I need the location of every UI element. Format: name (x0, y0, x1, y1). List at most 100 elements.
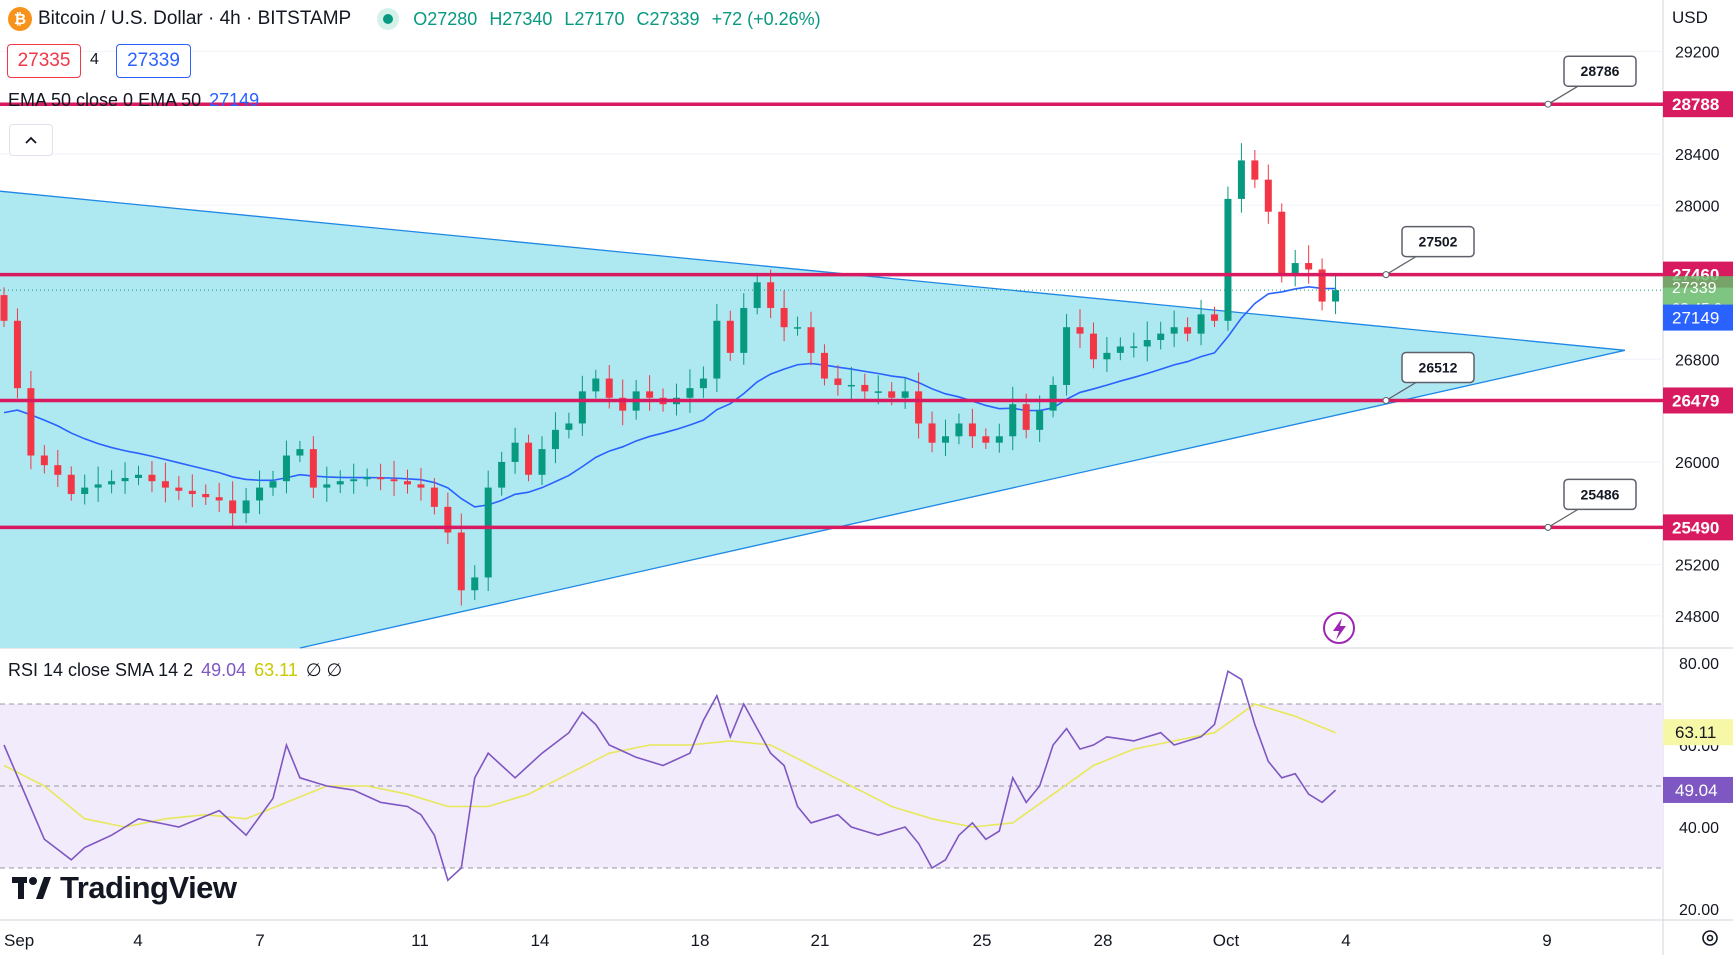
ohlc-close: C27339 (636, 8, 700, 29)
candle-body (484, 487, 492, 578)
candle-body (1063, 327, 1071, 385)
candle-body (874, 391, 882, 393)
buy-price-button[interactable]: 27339 (116, 44, 191, 78)
time-axis-tick: 21 (811, 931, 830, 950)
price-axis-tick: 26000 (1675, 455, 1720, 472)
candle-body (915, 391, 923, 424)
candle-body (417, 484, 425, 488)
candle-body (67, 474, 75, 495)
ema-legend[interactable]: EMA 50 close 0 EMA 50 27149 (8, 90, 259, 111)
candle-body (161, 481, 169, 488)
candle-body (27, 388, 35, 456)
price-axis-tick: 25200 (1675, 558, 1720, 575)
price-axis-tick: 28000 (1675, 198, 1720, 215)
market-status-icon[interactable] (377, 8, 400, 30)
price-axis-panel (1663, 0, 1733, 955)
candle-body (942, 436, 949, 443)
rsi-sma-tag-label: 63.11 (1675, 723, 1716, 742)
price-axis-tick: 28400 (1675, 147, 1720, 164)
candle-body (215, 497, 223, 501)
candle-body (686, 388, 694, 398)
candle-body (955, 423, 963, 437)
time-axis-tick: 14 (531, 931, 550, 950)
time-axis-tick: Oct (1213, 931, 1240, 950)
candle-body (740, 307, 748, 353)
level-callout-box (1401, 225, 1475, 258)
candle-body (888, 391, 896, 398)
candle-body (619, 397, 627, 411)
candle-body (726, 320, 734, 353)
level-callout-leader (1385, 381, 1417, 401)
candle-body (511, 442, 519, 462)
candle-body (1049, 384, 1057, 411)
candle-body (605, 378, 613, 398)
level-price-label: 28788 (1672, 95, 1719, 114)
bitcoin-icon: ₿ (8, 7, 32, 31)
currency-label[interactable]: USD (1672, 8, 1708, 27)
ema-price-tag (1663, 304, 1733, 331)
candle-body (404, 481, 411, 485)
candle-body (13, 320, 21, 389)
rsi-tag-label: 49.04 (1675, 781, 1718, 800)
candle-body (1264, 179, 1272, 212)
price-axis-tick: 26800 (1675, 352, 1720, 369)
candle-body (135, 474, 142, 478)
candle-body (713, 320, 721, 379)
candle-body (1116, 346, 1124, 353)
candle-body (1009, 404, 1017, 437)
tradingview-logo[interactable]: TradingView (12, 870, 237, 906)
candle-body (350, 479, 358, 482)
candle-body (202, 494, 210, 498)
candle-body (982, 436, 990, 443)
candle-body (1036, 410, 1044, 430)
candle-body (1305, 263, 1313, 270)
ema-legend-value: 27149 (209, 90, 260, 110)
time-axis-tick: 25 (973, 931, 992, 950)
candle-body (1197, 314, 1205, 334)
candle-body (1318, 269, 1326, 302)
level-anchor-point (1382, 271, 1390, 279)
level-callout-label: 27502 (1419, 234, 1458, 250)
candle-body (282, 455, 290, 482)
tradingview-wordmark: TradingView (60, 870, 237, 905)
price-axis-tick: 29200 (1675, 44, 1720, 61)
level-price-label: 26479 (1672, 391, 1719, 410)
candle-body (1184, 327, 1192, 334)
level-anchor-point (1382, 396, 1390, 404)
candle-body (646, 391, 654, 398)
ema-legend-label: EMA 50 close 0 EMA 50 (8, 90, 202, 110)
candle-body (377, 477, 385, 480)
candle-body (1022, 404, 1030, 430)
level-callout-label: 26512 (1419, 359, 1458, 375)
settings-gear-icon[interactable] (1700, 928, 1720, 948)
level-callout-label: 28786 (1581, 63, 1620, 79)
candle-body (256, 487, 264, 501)
level-callout-box (1563, 55, 1637, 87)
collapse-legend-button[interactable] (9, 124, 53, 156)
sell-price-button[interactable]: 27335 (7, 44, 81, 78)
candle-body (767, 282, 775, 308)
rsi-legend[interactable]: RSI 14 close SMA 14 2 49.04 63.11 ∅ ∅ (8, 660, 342, 681)
candle-body (430, 487, 438, 507)
symbol-title[interactable]: Bitcoin / U.S. Dollar · 4h · BITSTAMP (38, 8, 352, 29)
level-callout-leader (1547, 508, 1579, 528)
candle-body (121, 477, 129, 482)
candle-body (309, 449, 317, 488)
level-callout-leader (1385, 256, 1417, 276)
symbol-header[interactable]: ₿ Bitcoin / U.S. Dollar · 4h · BITSTAMP … (8, 6, 828, 32)
rsi-axis-tick: 20.00 (1679, 902, 1719, 919)
spread-value: 4 (90, 51, 99, 68)
candle-body (901, 391, 909, 398)
candle-body (1291, 263, 1299, 276)
time-axis-tick: 28 (1094, 931, 1113, 950)
chevron-up-icon (25, 136, 37, 144)
candle-body (296, 449, 304, 456)
candle-body (323, 484, 331, 488)
level-anchor-point (1544, 100, 1552, 108)
candle-body (578, 391, 586, 424)
time-axis-tick: 4 (1341, 931, 1350, 950)
candle-body (188, 490, 196, 495)
candle-body (995, 436, 1003, 443)
